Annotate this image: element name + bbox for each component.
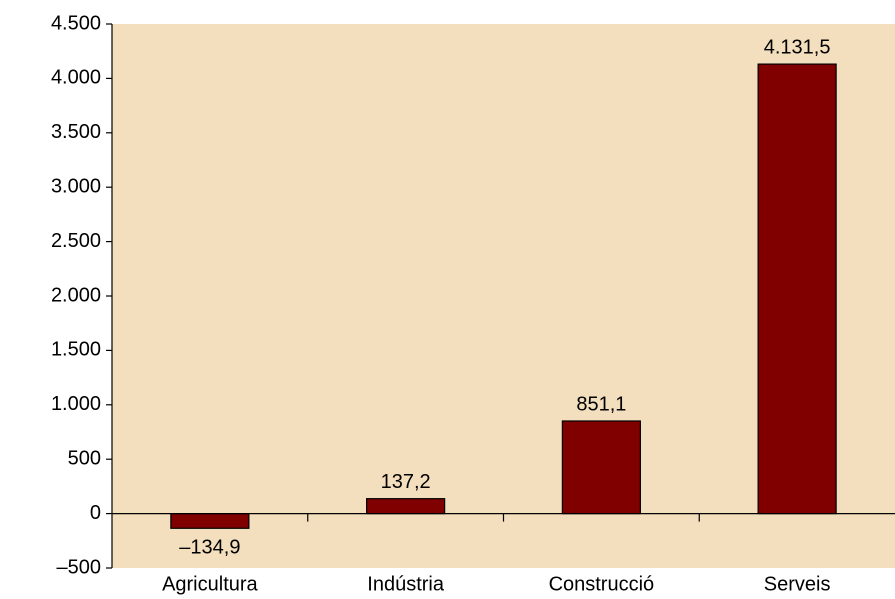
y-tick-label: 3.000 xyxy=(51,175,101,197)
x-tick-label: Indústria xyxy=(367,573,445,595)
value-label: 4.131,5 xyxy=(764,36,831,58)
bar xyxy=(757,63,837,515)
x-tick-label: Serveis xyxy=(764,573,831,595)
value-label: –134,9 xyxy=(179,537,240,559)
y-tick-label: 500 xyxy=(68,447,101,469)
y-tick-label: 1.500 xyxy=(51,339,101,361)
value-label: 851,1 xyxy=(576,393,626,415)
bar xyxy=(366,498,446,515)
x-tick-label: Agricultura xyxy=(162,573,258,595)
y-tick-label: –500 xyxy=(57,556,102,578)
y-tick-label: 2.000 xyxy=(51,284,101,306)
y-tick-label: 1.000 xyxy=(51,393,101,415)
bar xyxy=(170,512,250,529)
x-tick-label: Construcció xyxy=(549,573,655,595)
y-tick-label: 2.500 xyxy=(51,230,101,252)
bar xyxy=(561,420,641,515)
y-tick-label: 3.500 xyxy=(51,121,101,143)
y-tick-label: 0 xyxy=(90,502,101,524)
value-label: 137,2 xyxy=(381,471,431,493)
y-tick-label: 4.000 xyxy=(51,67,101,89)
y-tick-label: 4.500 xyxy=(51,12,101,34)
